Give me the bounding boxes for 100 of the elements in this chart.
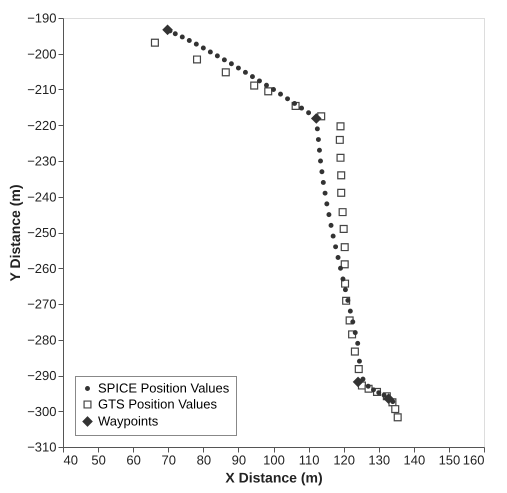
point [228, 61, 234, 66]
x-tick-label: 160 [462, 452, 484, 468]
legend-label: GTS Position Values [98, 396, 218, 412]
point [208, 49, 213, 54]
x-axis-title: X Distance (m) [225, 470, 323, 486]
point [316, 137, 321, 142]
point [186, 38, 192, 43]
x-tick-label: 150 [438, 452, 460, 468]
point [352, 376, 364, 388]
x-tick-label: 70 [162, 452, 176, 468]
x-tick-label: 60 [126, 452, 141, 468]
x-tick-label: 90 [232, 452, 246, 468]
point [384, 394, 394, 404]
point [264, 87, 272, 96]
y-tick-label: −290 [27, 368, 56, 383]
point [394, 413, 402, 422]
point [330, 234, 336, 239]
point [278, 92, 283, 97]
point [345, 298, 350, 303]
point [326, 212, 332, 218]
point [342, 287, 348, 292]
point [341, 280, 350, 288]
y-tick-label: −310 [27, 440, 56, 454]
point [352, 330, 358, 336]
point [333, 244, 338, 250]
point [264, 82, 269, 88]
y-tick-label: −280 [27, 332, 56, 348]
y-tick-label: −190 [27, 10, 56, 26]
point [337, 171, 346, 180]
x-tick-label: 140 [403, 452, 426, 468]
y-tick-label: −270 [27, 296, 56, 312]
y-axis-title: Y Distance (m) [7, 184, 24, 282]
x-tick-label: 130 [368, 452, 390, 468]
point [180, 34, 185, 40]
point [350, 348, 359, 356]
point [382, 392, 386, 398]
y-tick-label: −240 [27, 189, 56, 204]
point [299, 106, 304, 111]
x-tick-label: 110 [298, 452, 320, 468]
point [250, 82, 258, 90]
point [285, 96, 290, 102]
point [366, 384, 371, 389]
point [311, 113, 322, 124]
point [222, 68, 230, 76]
point [350, 319, 356, 324]
y-tick-label: −230 [27, 154, 56, 168]
point [371, 387, 376, 392]
point [271, 87, 276, 92]
y-tick-label: −250 [27, 225, 56, 240]
point [150, 38, 159, 47]
x-tick-label: 50 [91, 452, 106, 468]
point [319, 169, 324, 174]
point [292, 100, 298, 106]
point [318, 158, 323, 164]
point [336, 154, 345, 162]
point [320, 180, 326, 185]
point [336, 136, 344, 144]
y-tick-label: −300 [27, 404, 56, 419]
point [162, 24, 173, 35]
point [391, 405, 400, 414]
point [336, 255, 341, 260]
point [336, 122, 345, 130]
point [356, 358, 362, 364]
point [256, 78, 262, 84]
point [314, 126, 320, 132]
point [340, 260, 349, 268]
point [340, 276, 346, 282]
point [338, 266, 343, 271]
point [194, 42, 199, 47]
point [360, 376, 366, 382]
point [340, 224, 348, 233]
point [242, 70, 248, 75]
point [355, 340, 360, 346]
x-tick-label: 120 [333, 452, 356, 468]
point [200, 46, 206, 50]
point [250, 74, 255, 80]
point [236, 66, 241, 71]
point [348, 308, 353, 314]
point [192, 55, 202, 64]
point [354, 365, 363, 374]
x-tick-label: 40 [64, 452, 78, 468]
y-tick-label: −220 [27, 118, 56, 133]
point [338, 208, 347, 216]
legend-label: SPICE Position Values [98, 380, 230, 396]
point [214, 53, 220, 58]
point [340, 243, 349, 252]
point [322, 190, 328, 196]
point [324, 201, 330, 206]
x-tick-label: 80 [196, 452, 212, 468]
x-tick-label: 100 [263, 452, 285, 468]
point [222, 57, 227, 62]
y-tick-label: −200 [27, 46, 56, 62]
y-tick-label: −210 [27, 82, 56, 97]
point [316, 148, 322, 153]
legend-label: Waypoints [98, 414, 159, 428]
point [337, 188, 346, 197]
point [328, 222, 334, 228]
y-tick-label: −260 [27, 260, 56, 276]
point [306, 110, 312, 116]
point [172, 31, 178, 36]
